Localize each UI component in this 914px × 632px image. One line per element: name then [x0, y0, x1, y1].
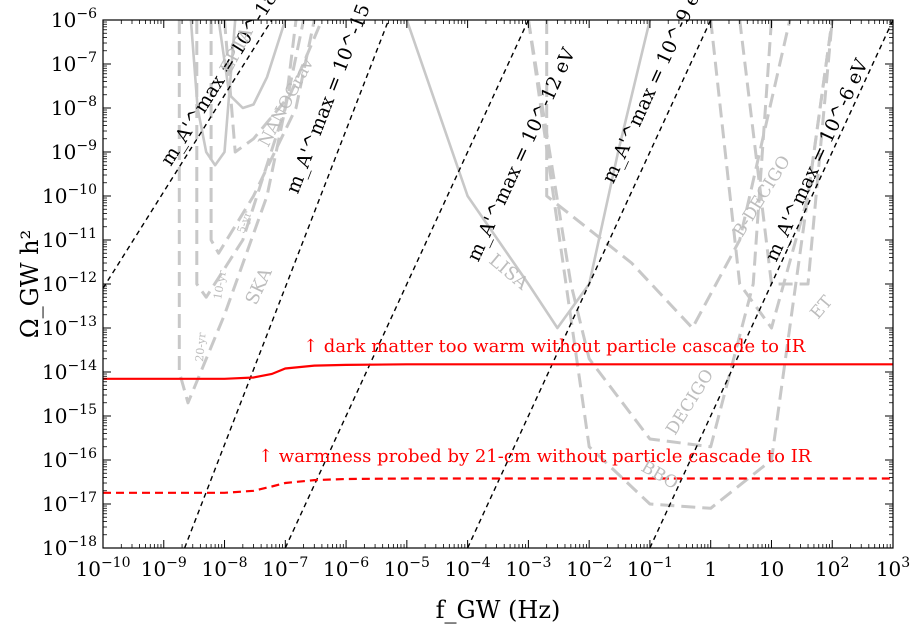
y-tick-label: 10−17: [42, 490, 97, 516]
y-axis-title: Ω_GW h²: [16, 230, 44, 338]
y-tick-label: 10−12: [42, 270, 97, 296]
x-tick-label: 10−3: [505, 555, 551, 581]
y-tick-label: 10−11: [42, 226, 97, 252]
x-tick-label: 10−10: [76, 555, 131, 581]
detector-curve-unlabeled-3: [195, 20, 306, 299]
detector-curve-unlabeled-5: [223, 20, 324, 154]
x-tick-label: 10−5: [384, 555, 430, 581]
mass-line-3: [284, 20, 530, 548]
y-tick-label: 10−13: [42, 314, 97, 340]
x-tick-label: 1: [704, 557, 717, 581]
mass-line-label-4: m_A'^max = 10^-9 eV: [598, 0, 710, 187]
x-tick-label: 10−8: [201, 555, 247, 581]
detector-label-ska: SKA: [241, 264, 277, 308]
x-axis-title: f_GW (Hz): [436, 596, 561, 624]
mass-line-4: [466, 20, 712, 548]
detector-label-yr10: 10-yr: [211, 269, 229, 301]
bound-curve-2: [103, 477, 893, 494]
mass-line-2: [183, 20, 390, 548]
y-tick-label: 10−8: [51, 94, 97, 120]
y-tick-label: 10−9: [51, 138, 97, 164]
detector-label-et: ET: [807, 292, 838, 324]
detector-label-decigo: DECIGO: [662, 366, 718, 439]
y-tick-label: 10−6: [51, 6, 97, 32]
y-tick-label: 10−18: [42, 534, 97, 560]
annotation-labels: ↑ dark matter too warm without particle …: [156, 0, 873, 494]
x-tick-label: 10−2: [566, 555, 612, 581]
detector-curve-decigo: [526, 20, 773, 449]
detector-curves: [177, 20, 834, 510]
x-tick-label: 10−9: [141, 555, 187, 581]
axis-titles: f_GW (Hz) Ω_GW h²: [16, 230, 560, 624]
bound-curve-1: [103, 363, 893, 380]
detector-curve-unlabeled-11: [738, 20, 834, 286]
y-tick-label: 10−15: [42, 402, 97, 428]
mass-lines: [103, 20, 893, 548]
axis-ticks: 10−10 10−9 10−8 10−7 10−6 10−5 10−4 10−3 10−2 10−…: [42, 6, 910, 581]
mass-line-5: [649, 20, 893, 548]
y-tick-label: 10−7: [51, 50, 97, 76]
y-tick-label: 10−16: [42, 446, 97, 472]
y-tick-label: 10−14: [42, 358, 97, 384]
detector-label-yr5: 5-yr: [235, 209, 255, 235]
y-tick-label: 10−10: [42, 182, 97, 208]
x-tick-label: 10−1: [627, 555, 673, 581]
x-tick-label: 102: [815, 555, 849, 581]
x-tick-label: 10−7: [262, 555, 308, 581]
x-tick-label: 10: [759, 557, 784, 581]
detector-curve-et: [709, 20, 834, 330]
warmness-bounds: [103, 363, 893, 494]
detector-curve-lisa: [405, 20, 652, 330]
detector-curve-nanograv: [217, 20, 287, 110]
x-tick-label: 10−4: [445, 555, 491, 581]
mass-line-1: [103, 20, 273, 289]
x-tick-label: 10−6: [323, 555, 369, 581]
x-tick-label: 103: [876, 555, 910, 581]
bound-label-2: ↑ warmness probed by 21-cm without parti…: [258, 446, 812, 467]
detector-curve-b-decigo: [545, 20, 792, 330]
detector-curve-bbo: [526, 20, 834, 510]
detector-label-yr20: 20-yr: [193, 331, 209, 362]
bound-label-1: ↑ dark matter too warm without particle …: [303, 336, 806, 357]
